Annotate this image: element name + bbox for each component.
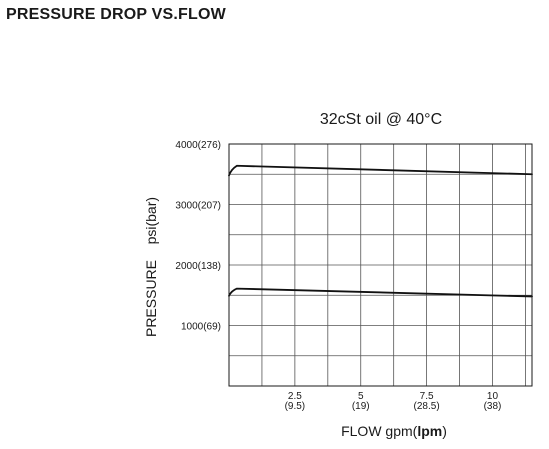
x-tick-label: 2.5 (288, 391, 302, 402)
page-title: PRESSURE DROP VS.FLOW (6, 6, 226, 23)
plot-frame (228, 143, 533, 387)
x-tick-label: 7.5 (420, 391, 434, 402)
y-tick-labels: 1000(69) 2000(138) 3000(207) 4000(276) (175, 140, 221, 333)
grid (229, 144, 532, 386)
y-tick-label: 2000(138) (175, 261, 221, 272)
chart-title: 32cSt oil @ 40°C (320, 111, 442, 128)
y-axis-label: PRESSURE psi(bar) (143, 197, 159, 337)
x-axis-label-prefix: FLOW gpm( (341, 423, 418, 439)
x-tick-sublabel: (28.5) (414, 401, 440, 412)
y-tick-label: 4000(276) (175, 140, 221, 151)
x-tick-sublabel: (38) (484, 401, 502, 412)
x-tick-sublabel: (9.5) (285, 401, 306, 412)
series-group (228, 164, 533, 298)
x-tick-labels: 2.5(9.5) 5(19) 7.5(28.5) 10(38) (285, 391, 502, 412)
x-tick-sublabel: (19) (352, 401, 370, 412)
x-tick-label: 5 (358, 391, 364, 402)
x-axis-label-suffix: ) (442, 423, 447, 439)
y-tick-label: 1000(69) (181, 322, 221, 333)
x-axis-label-unit: lpm (417, 423, 442, 439)
y-tick-label: 3000(207) (175, 201, 221, 212)
x-tick-label: 10 (487, 391, 499, 402)
x-axis-label: FLOW gpm(lpm) (341, 423, 447, 439)
